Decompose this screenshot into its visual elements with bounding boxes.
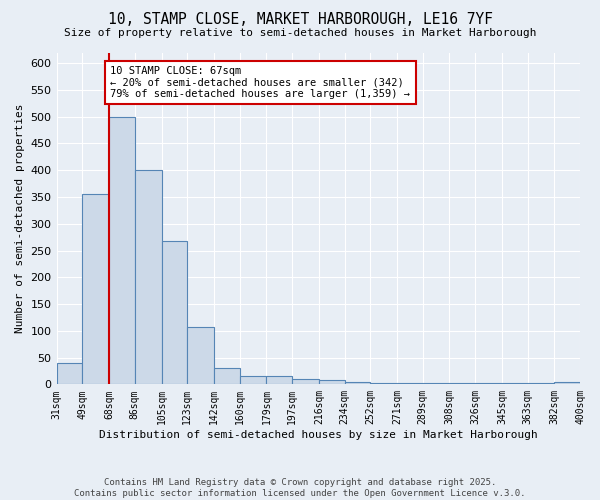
Y-axis label: Number of semi-detached properties: Number of semi-detached properties — [15, 104, 25, 333]
Text: 10, STAMP CLOSE, MARKET HARBOROUGH, LE16 7YF: 10, STAMP CLOSE, MARKET HARBOROUGH, LE16… — [107, 12, 493, 28]
Bar — [292, 379, 319, 384]
Bar — [161, 241, 187, 384]
Bar — [554, 382, 580, 384]
Bar — [239, 376, 266, 384]
Bar — [56, 363, 82, 384]
Bar — [422, 382, 449, 384]
Bar — [266, 376, 292, 384]
Bar — [319, 380, 344, 384]
Bar — [134, 170, 161, 384]
Text: Size of property relative to semi-detached houses in Market Harborough: Size of property relative to semi-detach… — [64, 28, 536, 38]
Bar — [449, 382, 475, 384]
Bar — [109, 116, 134, 384]
Bar — [82, 194, 109, 384]
Text: Contains HM Land Registry data © Crown copyright and database right 2025.
Contai: Contains HM Land Registry data © Crown c… — [74, 478, 526, 498]
Bar — [214, 368, 239, 384]
Bar — [344, 382, 370, 384]
Bar — [397, 382, 422, 384]
Text: 10 STAMP CLOSE: 67sqm
← 20% of semi-detached houses are smaller (342)
79% of sem: 10 STAMP CLOSE: 67sqm ← 20% of semi-deta… — [110, 66, 410, 99]
X-axis label: Distribution of semi-detached houses by size in Market Harborough: Distribution of semi-detached houses by … — [99, 430, 538, 440]
Bar — [370, 382, 397, 384]
Bar — [187, 327, 214, 384]
